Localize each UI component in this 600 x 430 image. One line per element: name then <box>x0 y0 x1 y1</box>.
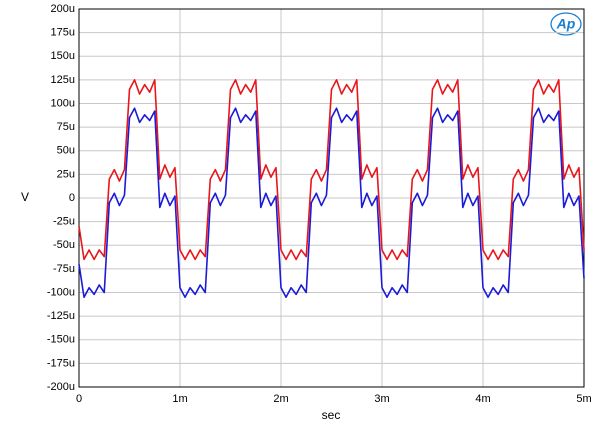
x-tick-label: 2m <box>273 393 288 405</box>
y-tick-label: -125u <box>47 310 75 322</box>
x-tick-label: 3m <box>374 393 389 405</box>
y-tick-label: 150u <box>51 50 75 62</box>
y-tick-label: 25u <box>57 168 75 180</box>
x-tick-label: 4m <box>475 393 490 405</box>
x-tick-label: 0 <box>76 393 82 405</box>
y-tick-label: -50u <box>53 239 75 251</box>
y-tick-label: 75u <box>57 121 75 133</box>
y-tick-label: -75u <box>53 263 75 275</box>
y-axis-label: V <box>21 190 29 204</box>
plot-frame <box>78 8 585 388</box>
x-tick-label: 1m <box>172 393 187 405</box>
y-tick-label: -150u <box>47 334 75 346</box>
logo-ring <box>550 12 582 36</box>
y-tick-label: 175u <box>51 27 75 39</box>
x-tick-label: 5m <box>576 393 591 405</box>
y-tick-label: -25u <box>53 216 75 228</box>
y-tick-label: -175u <box>47 357 75 369</box>
y-tick-label: -100u <box>47 286 75 298</box>
y-tick-label: 0 <box>69 192 75 204</box>
y-tick-label: 50u <box>57 145 75 157</box>
series-line <box>78 79 585 261</box>
series-line <box>78 107 585 299</box>
x-axis-label: sec <box>322 408 341 422</box>
y-tick-label: 125u <box>51 74 75 86</box>
logo: Ap <box>556 16 576 32</box>
y-tick-label: 100u <box>51 97 75 109</box>
y-tick-label: -200u <box>47 381 75 393</box>
y-tick-label: 200u <box>51 3 75 15</box>
